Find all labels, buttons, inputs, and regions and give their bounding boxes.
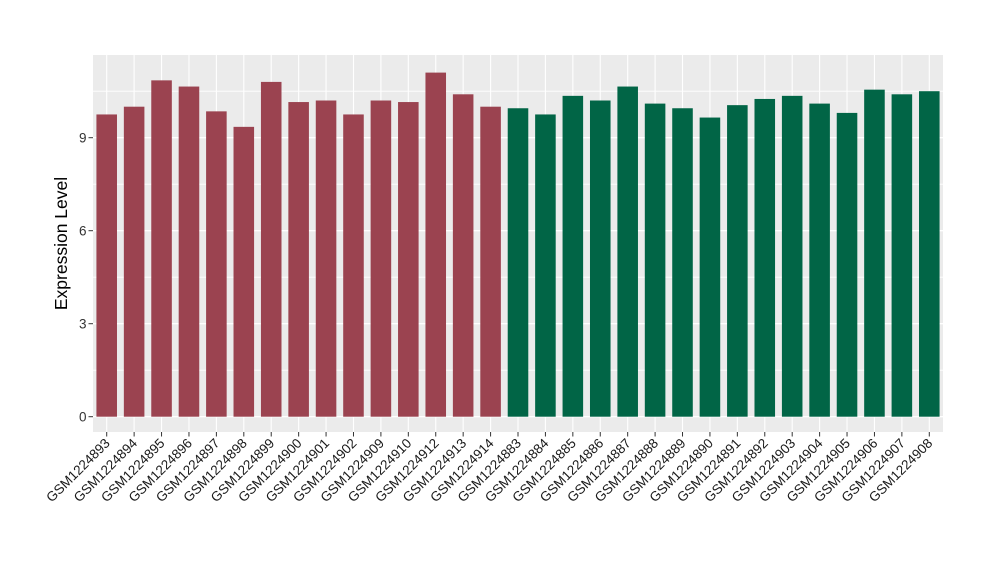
bar-GSM1224908 <box>919 91 940 417</box>
bar-GSM1224894 <box>123 106 145 417</box>
bar-GSM1224902 <box>343 114 364 417</box>
x-axis-labels: GSM1224893GSM1224894GSM1224895GSM1224896… <box>43 435 935 505</box>
bar-GSM1224904 <box>809 103 830 417</box>
bar-GSM1224893 <box>96 114 117 417</box>
bar-GSM1224897 <box>206 111 227 417</box>
bar-GSM1224905 <box>836 112 858 417</box>
bar-GSM1224890 <box>699 117 721 417</box>
bar-GSM1224884 <box>535 114 556 417</box>
bar-GSM1224907 <box>891 94 913 417</box>
bar-GSM1224900 <box>288 102 309 417</box>
bar-GSM1224891 <box>727 105 748 417</box>
bar-GSM1224883 <box>507 108 529 417</box>
y-tick-label: 0 <box>79 409 87 424</box>
bar-GSM1224903 <box>781 95 803 417</box>
bar-GSM1224885 <box>562 95 584 417</box>
y-tick-label: 6 <box>79 223 87 238</box>
bar-GSM1224910 <box>398 102 419 417</box>
bar-GSM1224898 <box>233 126 255 417</box>
bar-GSM1224892 <box>754 98 776 417</box>
bar-GSM1224901 <box>315 100 337 417</box>
bar-GSM1224887 <box>617 86 638 417</box>
bar-GSM1224895 <box>151 80 172 417</box>
bar-GSM1224913 <box>452 94 474 417</box>
bar-GSM1224899 <box>260 81 282 417</box>
bars <box>96 72 940 417</box>
bar-GSM1224889 <box>672 108 693 417</box>
y-axis-title: Expression Level <box>51 177 71 310</box>
bar-GSM1224896 <box>178 86 200 417</box>
bar-GSM1224906 <box>864 89 885 417</box>
bar-GSM1224909 <box>370 100 392 417</box>
y-axis-labels: 0 3 6 9 <box>79 130 87 424</box>
bar-GSM1224912 <box>425 72 447 417</box>
bar-GSM1224888 <box>644 103 666 417</box>
bar-GSM1224886 <box>589 100 611 417</box>
y-tick-label: 9 <box>79 130 87 145</box>
y-tick-label: 3 <box>79 316 87 331</box>
bar-GSM1224914 <box>480 106 501 417</box>
axis-tick-marks <box>88 137 930 437</box>
